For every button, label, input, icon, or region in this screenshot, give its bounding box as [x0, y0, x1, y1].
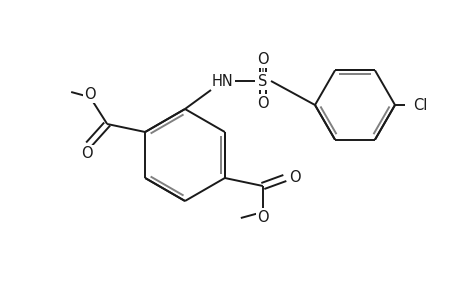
- Text: HN: HN: [212, 74, 233, 88]
- Text: O: O: [257, 52, 268, 67]
- Text: O: O: [288, 170, 300, 185]
- Text: O: O: [257, 95, 268, 110]
- Text: O: O: [257, 211, 268, 226]
- Text: O: O: [84, 86, 96, 101]
- Text: O: O: [81, 146, 93, 161]
- Text: S: S: [258, 74, 267, 88]
- Text: Cl: Cl: [412, 98, 426, 112]
